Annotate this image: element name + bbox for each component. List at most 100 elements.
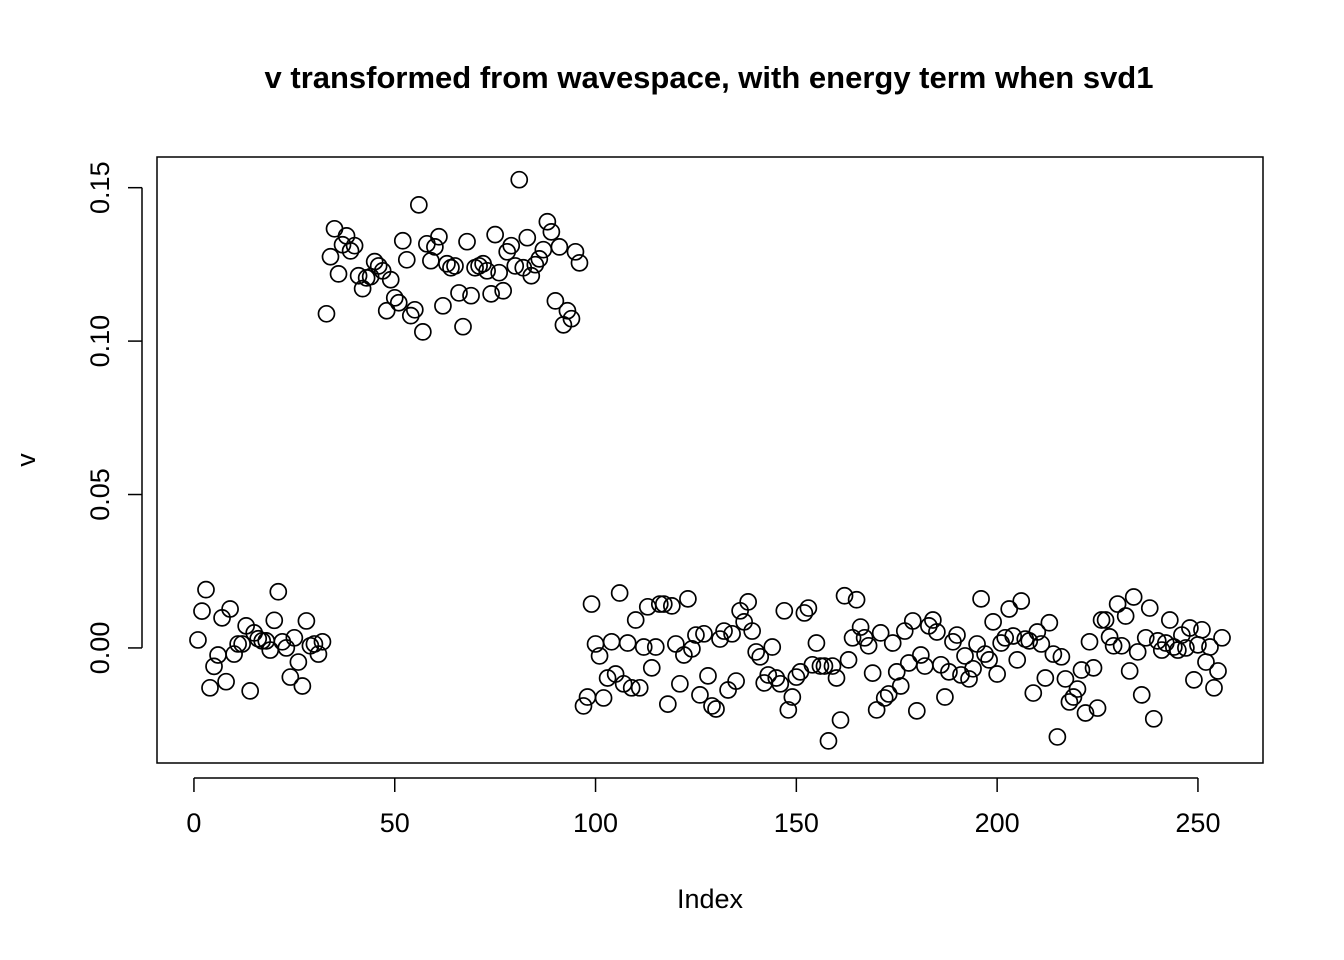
point xyxy=(562,309,581,328)
point xyxy=(667,635,685,653)
point xyxy=(393,231,412,250)
point xyxy=(526,255,545,274)
point xyxy=(1120,662,1139,680)
point xyxy=(815,657,834,675)
point xyxy=(1144,709,1163,728)
point xyxy=(811,657,830,675)
point xyxy=(807,634,826,652)
point xyxy=(321,247,340,266)
point xyxy=(265,611,284,630)
point xyxy=(1205,678,1223,697)
point xyxy=(839,651,858,669)
point xyxy=(1100,628,1119,646)
point xyxy=(297,612,316,630)
point xyxy=(924,611,942,629)
x-tick-label: 100 xyxy=(573,808,618,838)
point xyxy=(775,601,794,620)
point xyxy=(317,304,336,323)
x-axis-label: Index xyxy=(677,884,744,914)
point xyxy=(1028,623,1047,641)
point xyxy=(691,686,709,704)
point xyxy=(345,236,364,255)
point xyxy=(486,225,504,244)
point xyxy=(787,668,806,686)
point xyxy=(462,286,480,305)
point xyxy=(1064,688,1083,706)
x-tick-label: 250 xyxy=(1175,808,1220,838)
point xyxy=(871,624,890,642)
point xyxy=(928,623,946,641)
point xyxy=(426,238,444,256)
point xyxy=(538,212,557,231)
point xyxy=(711,630,729,648)
point xyxy=(992,634,1011,652)
point xyxy=(1048,728,1067,746)
point xyxy=(546,292,565,310)
point xyxy=(1032,635,1051,653)
point xyxy=(1185,670,1203,689)
point xyxy=(201,678,219,697)
point xyxy=(1068,680,1087,698)
point xyxy=(626,611,645,629)
point xyxy=(598,669,617,687)
point xyxy=(823,657,842,675)
point xyxy=(654,595,673,613)
point xyxy=(707,700,725,718)
point xyxy=(988,665,1006,683)
point xyxy=(847,590,866,609)
point xyxy=(430,227,448,246)
point xyxy=(578,688,597,706)
point xyxy=(911,646,930,664)
point xyxy=(329,265,348,283)
point xyxy=(438,254,456,273)
point xyxy=(851,618,870,636)
point xyxy=(233,635,251,653)
point xyxy=(1024,684,1043,702)
point xyxy=(795,604,814,622)
point xyxy=(1128,643,1147,661)
point xyxy=(454,317,472,336)
point xyxy=(590,647,609,665)
point xyxy=(510,170,529,189)
point xyxy=(1076,704,1095,722)
point xyxy=(1209,662,1227,680)
point xyxy=(241,682,260,700)
point xyxy=(1056,670,1075,688)
point xyxy=(984,613,1002,631)
point xyxy=(996,628,1015,647)
point xyxy=(189,631,207,649)
point xyxy=(791,663,810,681)
point xyxy=(377,301,396,320)
point xyxy=(1080,632,1099,651)
point xyxy=(867,701,886,719)
point xyxy=(249,629,268,648)
point xyxy=(638,597,657,616)
point xyxy=(976,645,994,663)
point xyxy=(1136,628,1155,647)
point xyxy=(349,266,368,285)
point xyxy=(831,711,850,729)
point xyxy=(205,657,223,676)
y-axis-label: v xyxy=(11,453,41,467)
y-tick-label: 0.00 xyxy=(85,622,115,675)
point xyxy=(642,659,661,677)
point xyxy=(739,593,758,611)
point xyxy=(478,261,496,280)
point xyxy=(767,669,786,687)
point xyxy=(414,323,432,341)
point xyxy=(490,263,509,282)
point xyxy=(751,647,770,666)
point xyxy=(859,636,878,655)
point xyxy=(662,597,681,615)
point xyxy=(197,580,215,599)
point xyxy=(1044,645,1063,663)
point xyxy=(570,254,589,272)
point xyxy=(309,645,328,663)
point xyxy=(405,300,424,319)
point xyxy=(337,227,356,245)
plot-frame xyxy=(156,156,1264,764)
point xyxy=(630,678,649,697)
point xyxy=(763,638,782,656)
point xyxy=(875,689,894,707)
point xyxy=(506,257,525,275)
